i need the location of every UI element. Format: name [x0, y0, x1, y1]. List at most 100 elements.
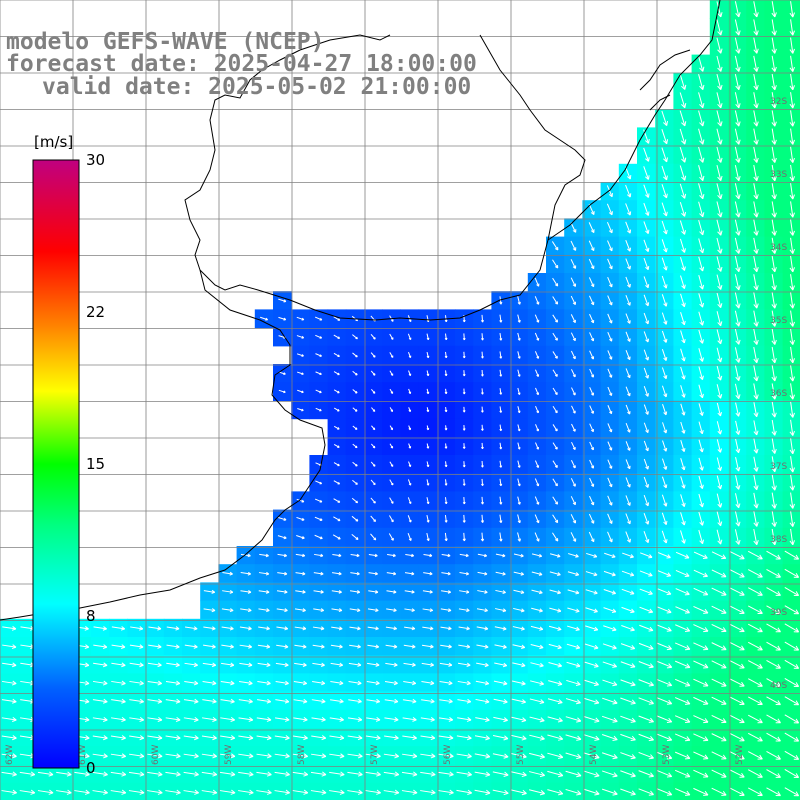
wind-arrow [680, 348, 686, 362]
wind-arrow [734, 274, 741, 291]
wind-arrow [771, 219, 777, 236]
wind-arrow [789, 274, 795, 291]
wind-arrow [716, 19, 723, 36]
wind-arrow [643, 294, 650, 307]
wind-arrow [771, 328, 777, 345]
wind-arrow [789, 1, 795, 18]
wind-arrow [698, 110, 705, 127]
wind-arrow [552, 369, 558, 377]
wind-arrow [426, 370, 430, 377]
wind-arrow [444, 333, 448, 341]
wind-arrow [680, 275, 686, 289]
wind-arrow [625, 203, 632, 216]
wind-arrow [789, 255, 795, 273]
wind-arrow [789, 365, 795, 382]
wind-arrow [716, 37, 723, 54]
wind-arrow [333, 352, 340, 358]
latitude-label: 40S [770, 681, 787, 691]
wind-arrow [734, 347, 741, 363]
wind-arrow [753, 219, 759, 236]
wind-arrow [296, 335, 305, 339]
wind-arrow [680, 385, 686, 398]
wind-arrow [570, 350, 576, 360]
wind-arrow [680, 293, 686, 308]
wind-arrow [643, 184, 650, 198]
wind-arrow [625, 386, 631, 397]
wind-arrow [333, 371, 340, 376]
wind-arrow [389, 407, 394, 413]
wind-arrow [789, 183, 795, 200]
wind-arrow [352, 370, 358, 376]
wind-arrow [716, 384, 723, 399]
latitude-label: 39S [770, 608, 787, 618]
wind-arrow [680, 330, 686, 344]
wind-arrow [661, 275, 668, 289]
wind-arrow [771, 255, 777, 273]
wind-arrow [278, 371, 286, 376]
wind-arrow [698, 55, 705, 72]
longitude-label: 52W [735, 745, 745, 765]
latitude-label: 37S [770, 462, 787, 472]
wind-arrow [588, 222, 595, 234]
wind-arrow [789, 19, 795, 36]
wind-arrow [352, 352, 358, 358]
wind-arrow [789, 219, 795, 236]
wind-arrow [698, 92, 705, 109]
wind-arrow [606, 221, 613, 234]
wind-arrow [734, 255, 741, 273]
wind-arrow [260, 316, 268, 321]
wind-arrow [753, 164, 759, 182]
wind-arrow [407, 351, 412, 359]
longitude-label: 58W [297, 745, 307, 765]
latitude-label: 32S [770, 97, 787, 107]
wind-arrow [734, 19, 741, 36]
wind-arrow [370, 388, 376, 394]
wind-arrow [570, 259, 577, 269]
wind-arrow [698, 366, 704, 381]
wind-arrow [389, 370, 394, 376]
wind-arrow [588, 240, 595, 252]
wind-arrow [589, 387, 595, 396]
valid-date: valid date: 2025-05-02 21:00:00 [42, 74, 472, 100]
wind-arrow [753, 237, 759, 254]
wind-arrow [481, 369, 484, 377]
wind-arrow [716, 128, 723, 145]
colorbar [32, 159, 80, 769]
wind-arrow [570, 222, 577, 233]
wind-arrow [716, 92, 723, 109]
wind-arrow [297, 371, 304, 375]
wind-arrow [734, 219, 741, 236]
wind-arrow [297, 389, 304, 394]
longitude-label: 62W [5, 745, 15, 765]
wind-arrow [789, 383, 795, 400]
wind-arrow [771, 365, 777, 382]
wind-arrow [734, 365, 741, 381]
wind-arrow [444, 388, 448, 395]
wind-arrow [607, 368, 613, 378]
wind-arrow [753, 73, 759, 91]
wind-arrow [734, 237, 741, 254]
wind-arrow [661, 165, 668, 181]
wind-arrow [716, 165, 723, 182]
wind-arrow [771, 201, 777, 218]
wind-arrow [534, 351, 540, 359]
wind-arrow [753, 346, 759, 364]
wind-arrow [296, 316, 305, 321]
wind-arrow [734, 183, 741, 200]
wind-arrow [734, 73, 741, 91]
wind-arrow [625, 368, 631, 379]
wind-arrow [734, 37, 741, 54]
wind-arrow [278, 316, 287, 321]
wind-arrow [517, 296, 521, 305]
wind-arrow [570, 295, 577, 305]
wind-arrow [698, 274, 705, 290]
wind-arrow [734, 292, 741, 309]
wind-arrow [625, 313, 631, 324]
wind-arrow [734, 201, 741, 218]
wind-arrow [661, 349, 668, 361]
wind-arrow [444, 370, 448, 377]
longitude-label: 54W [589, 745, 599, 765]
wind-arrow [333, 407, 340, 412]
wind-arrow [643, 221, 650, 234]
wind-arrow [789, 128, 795, 145]
